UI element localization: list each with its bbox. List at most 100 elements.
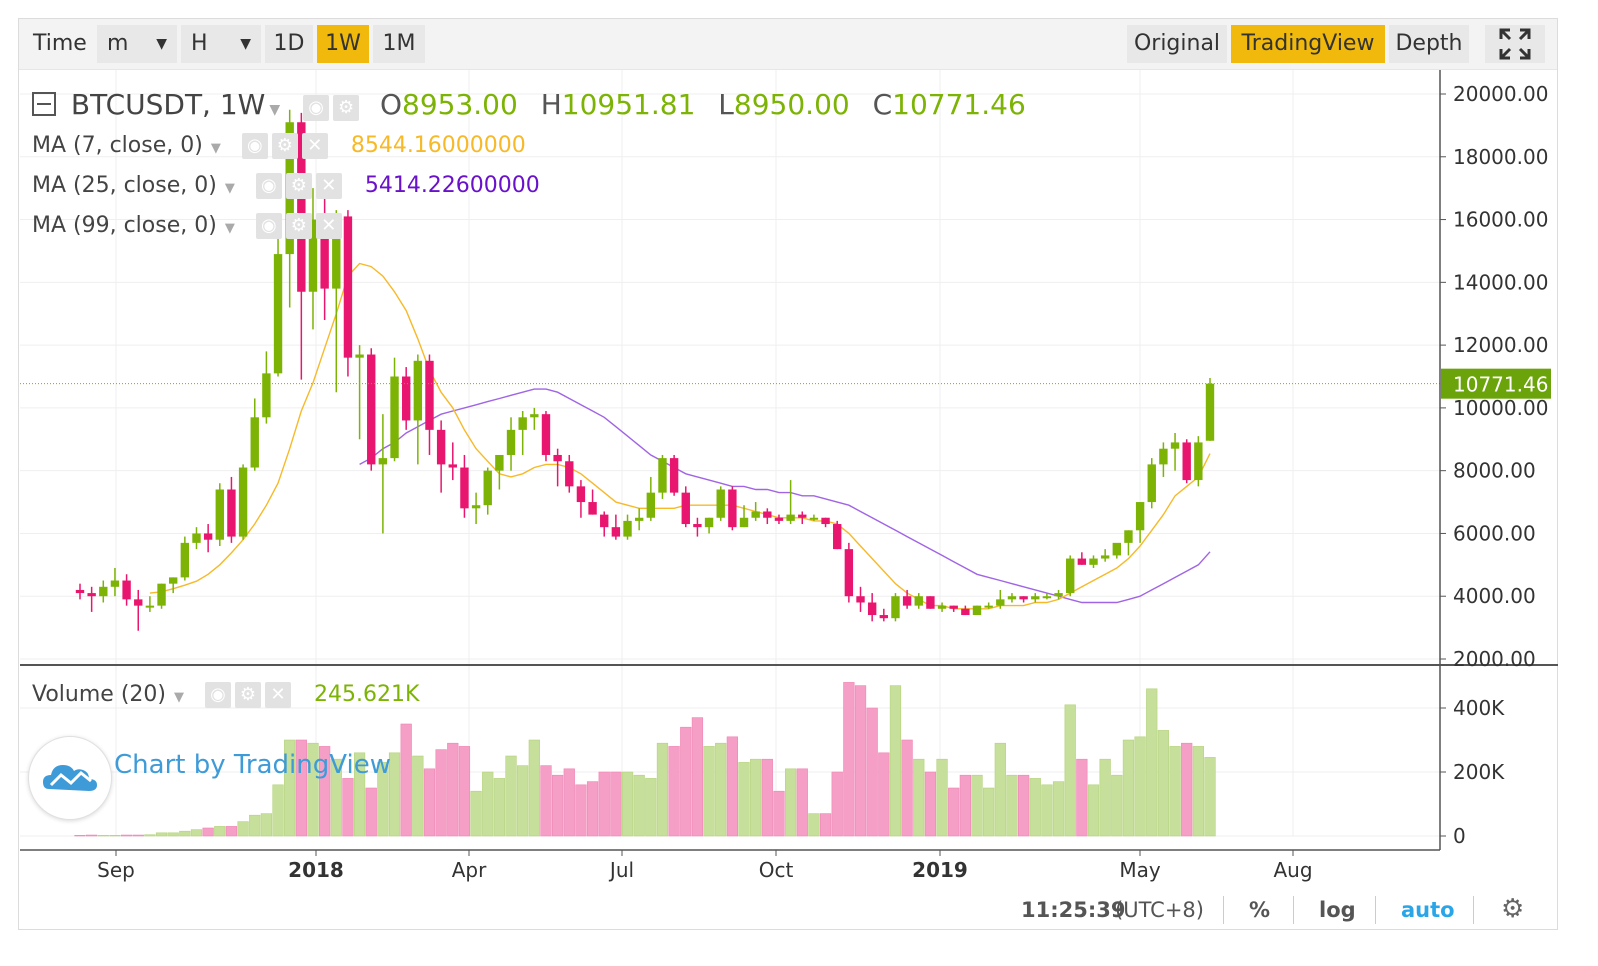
- tradingview-logo[interactable]: [28, 736, 112, 820]
- eye-icon[interactable]: ◉: [255, 213, 282, 239]
- percent-scale-toggle[interactable]: %: [1249, 898, 1271, 922]
- candle-body: [1147, 464, 1156, 503]
- interval-1d-button[interactable]: 1D: [265, 25, 313, 63]
- volume-bar: [388, 752, 401, 837]
- candle-body: [203, 533, 213, 540]
- original-view-button[interactable]: Original: [1127, 25, 1227, 63]
- interval-1w-button[interactable]: 1W: [317, 25, 369, 63]
- candle-body: [320, 219, 329, 289]
- volume-bar: [668, 746, 680, 837]
- chevron-down-icon[interactable]: ▼: [269, 102, 281, 118]
- divider: [1223, 896, 1224, 924]
- candle-body: [681, 492, 690, 525]
- volume-legend: Volume (20) ▼ ◉ ⚙ ✕ 245.621K: [32, 682, 419, 708]
- candle-body: [961, 608, 970, 616]
- volume-bar: [586, 781, 599, 837]
- volume-bar: [1157, 730, 1170, 837]
- volume-bar: [155, 832, 168, 837]
- gear-icon[interactable]: ⚙: [234, 682, 261, 708]
- minute-select[interactable]: m ▼: [97, 25, 177, 63]
- candle-body: [145, 605, 155, 608]
- close-icon[interactable]: ✕: [315, 173, 342, 199]
- hour-select[interactable]: H ▼: [181, 25, 261, 63]
- fullscreen-button[interactable]: [1485, 25, 1545, 63]
- depth-view-button[interactable]: Depth: [1389, 25, 1469, 63]
- gear-icon[interactable]: ⚙: [271, 133, 298, 159]
- time-tick-label: 2018: [288, 858, 344, 882]
- cloud-icon: [43, 765, 97, 791]
- close-icon[interactable]: ✕: [315, 213, 342, 239]
- close-icon[interactable]: ✕: [264, 682, 291, 708]
- volume-bar: [1134, 736, 1146, 837]
- clock-time: 11:25:39: [1021, 898, 1126, 922]
- volume-bar: [1181, 742, 1193, 837]
- volume-bar: [493, 778, 506, 837]
- ma7-label: MA (7, close, 0): [32, 133, 203, 158]
- chevron-down-icon[interactable]: ▼: [210, 141, 221, 156]
- close-icon[interactable]: ✕: [301, 133, 328, 159]
- volume-bar: [843, 682, 855, 837]
- candle-body: [355, 354, 364, 358]
- volume-bar: [1052, 781, 1065, 837]
- volume-bar: [74, 835, 86, 837]
- candle-body: [716, 489, 725, 518]
- candle-body: [553, 454, 562, 462]
- candle-body: [634, 517, 644, 521]
- candle-body: [844, 549, 854, 597]
- volume-bar: [901, 739, 913, 837]
- log-scale-toggle[interactable]: log: [1319, 898, 1356, 922]
- tradingview-branding[interactable]: Chart by TradingView: [114, 750, 391, 780]
- volume-bar: [400, 723, 412, 837]
- chevron-down-icon[interactable]: ▼: [224, 181, 235, 196]
- candle-body: [1089, 558, 1098, 565]
- tradingview-view-button[interactable]: TradingView: [1231, 25, 1385, 63]
- candle-body: [902, 596, 912, 606]
- candle-body: [821, 517, 830, 525]
- volume-bar: [750, 758, 762, 837]
- volume-bar: [528, 739, 540, 837]
- chevron-down-icon[interactable]: ▼: [224, 221, 235, 236]
- candle-body: [122, 580, 131, 600]
- candle-body: [471, 505, 481, 509]
- auto-scale-toggle[interactable]: auto: [1401, 898, 1455, 922]
- settings-gear-icon[interactable]: ⚙: [1501, 894, 1525, 924]
- eye-icon[interactable]: ◉: [204, 682, 231, 708]
- candle-body: [1159, 448, 1168, 465]
- last-price-label: 10771.46: [1453, 373, 1548, 397]
- candle-body: [879, 615, 889, 619]
- close-label: C: [872, 88, 893, 121]
- candle-body: [588, 502, 597, 515]
- volume-bar: [610, 771, 622, 837]
- volume-bar: [1169, 746, 1181, 837]
- volume-bar: [715, 742, 727, 837]
- collapse-icon[interactable]: [32, 92, 56, 116]
- eye-icon[interactable]: ◉: [303, 94, 330, 121]
- candle-body: [169, 577, 178, 584]
- volume-bar: [330, 758, 342, 837]
- candle-body: [192, 533, 201, 543]
- toolbar: Time m ▼ H ▼ 1D 1W 1M Original TradingView…: [19, 19, 1557, 70]
- high-label: H: [540, 88, 562, 121]
- candle-body: [506, 429, 516, 455]
- candle-body: [786, 514, 795, 521]
- price-tick-label: 16000.00: [1453, 208, 1548, 232]
- symbol-legend: BTCUSDT, 1W ▼ ◉ ⚙ O8953.00 H10951.81 L8950…: [32, 88, 1026, 123]
- gear-icon[interactable]: ⚙: [285, 173, 312, 199]
- interval-1m-button[interactable]: 1M: [373, 25, 425, 63]
- candle-body: [914, 596, 923, 606]
- close-value: 10771.46: [892, 88, 1026, 121]
- ma25-legend: MA (25, close, 0) ▼ ◉ ⚙ ✕ 5414.22600000: [32, 173, 540, 199]
- chevron-down-icon[interactable]: ▼: [173, 690, 184, 705]
- gear-icon[interactable]: ⚙: [333, 94, 360, 121]
- eye-icon[interactable]: ◉: [255, 173, 282, 199]
- candle-body: [926, 596, 935, 609]
- volume-bar: [319, 746, 331, 837]
- gear-icon[interactable]: ⚙: [285, 213, 312, 239]
- volume-bar: [342, 778, 354, 837]
- candle-body: [460, 467, 469, 509]
- volume-bar: [365, 787, 377, 837]
- eye-icon[interactable]: ◉: [241, 133, 268, 159]
- price-tick-label: 6000.00: [1453, 521, 1536, 545]
- price-tick-label: 8000.00: [1453, 459, 1536, 483]
